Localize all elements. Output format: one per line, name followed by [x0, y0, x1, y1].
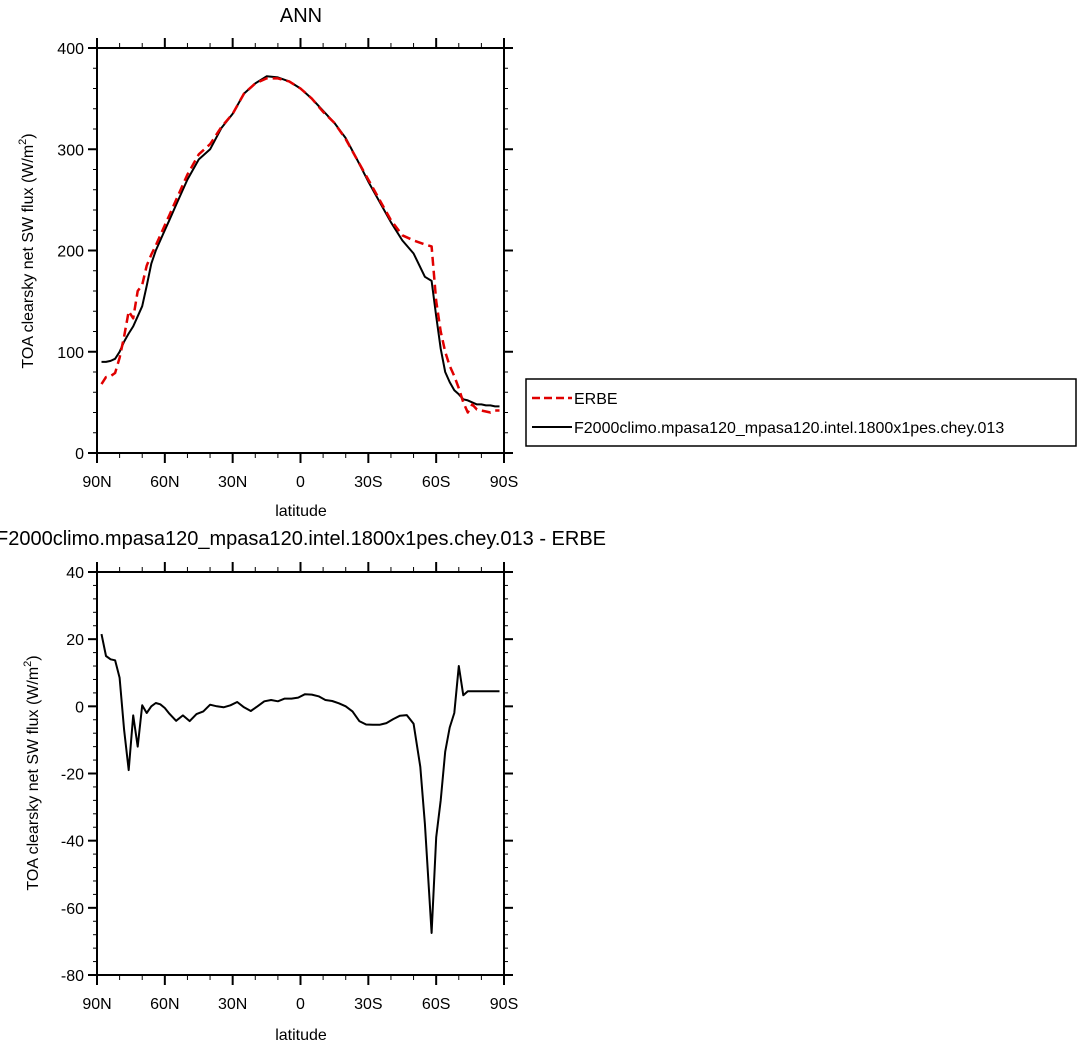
- y-tick-label: 400: [57, 41, 84, 58]
- bottom-chart-title: F2000climo.mpasa120_mpasa120.intel.1800x…: [0, 528, 606, 550]
- x-tick-label: 0: [296, 996, 305, 1013]
- x-tick-label: 30S: [354, 474, 382, 491]
- top-x-ticks: 90N 60N 30N 0 30S 60S 90S: [82, 38, 518, 491]
- bottom-panel: F2000climo.mpasa120_mpasa120.intel.1800x…: [0, 528, 606, 1044]
- top-series: [100, 75, 500, 414]
- series-line-difference: [100, 633, 500, 934]
- y-tick-label: -20: [61, 767, 84, 784]
- bottom-y-ticks: -80 -60 -40 -20 0 20 40: [61, 565, 513, 985]
- x-tick-label: 60N: [150, 474, 179, 491]
- y-tick-label: -60: [61, 901, 84, 918]
- top-y-axis-label-sup: 2: [17, 139, 29, 145]
- top-panel: ANN 0 100 200 300 400 90N 60N 30N 0 30S 60S 90S la…: [17, 5, 1077, 520]
- y-tick-label: 0: [75, 699, 84, 716]
- bottom-y-axis-label-end: ): [25, 655, 42, 660]
- bottom-series: [100, 633, 500, 934]
- x-tick-label: 90S: [490, 474, 518, 491]
- x-tick-label: 90N: [82, 996, 111, 1013]
- x-tick-label: 60S: [422, 996, 450, 1013]
- top-chart-title: ANN: [280, 5, 322, 27]
- bottom-y-axis-label-main: TOA clearsky net SW flux (W/m: [25, 667, 42, 891]
- legend-box: [525, 378, 1077, 447]
- bottom-x-axis-label: latitude: [275, 1027, 327, 1044]
- x-tick-label: 90N: [82, 474, 111, 491]
- y-tick-label: -40: [61, 834, 84, 851]
- top-x-axis-label: latitude: [275, 503, 327, 520]
- series-line-model: [101, 75, 500, 408]
- y-tick-label: 100: [57, 345, 84, 362]
- bottom-y-axis-label-sup: 2: [22, 661, 34, 667]
- y-tick-label: 40: [66, 565, 84, 582]
- y-tick-label: 200: [57, 244, 84, 261]
- x-tick-label: 30N: [218, 474, 247, 491]
- x-tick-label: 30S: [354, 996, 382, 1013]
- x-tick-label: 0: [296, 474, 305, 491]
- top-y-axis-label-end: ): [20, 133, 37, 138]
- legend: ERBE F2000climo.mpasa120_mpasa120.intel.…: [525, 378, 1077, 447]
- x-tick-label: 90S: [490, 996, 518, 1013]
- x-tick-label: 60S: [422, 474, 450, 491]
- y-tick-label: -80: [61, 968, 84, 985]
- top-y-axis-label: TOA clearsky net SW flux (W/m2): [17, 133, 37, 368]
- y-tick-label: 300: [57, 142, 84, 159]
- legend-label-erbe: ERBE: [574, 391, 618, 408]
- y-tick-label: 20: [66, 632, 84, 649]
- y-tick-label: 0: [75, 446, 84, 463]
- x-tick-label: 30N: [218, 996, 247, 1013]
- series-line-erbe: [100, 77, 500, 414]
- x-tick-label: 60N: [150, 996, 179, 1013]
- legend-label-model: F2000climo.mpasa120_mpasa120.intel.1800x…: [574, 420, 1004, 437]
- top-y-axis-label-main: TOA clearsky net SW flux (W/m: [20, 145, 37, 369]
- top-plot-frame: [96, 47, 505, 454]
- bottom-x-ticks: 90N 60N 30N 0 30S 60S 90S: [82, 562, 518, 1013]
- top-y-ticks: 0 100 200 300 400: [57, 41, 513, 463]
- bottom-y-axis-label: TOA clearsky net SW flux (W/m2): [22, 655, 42, 890]
